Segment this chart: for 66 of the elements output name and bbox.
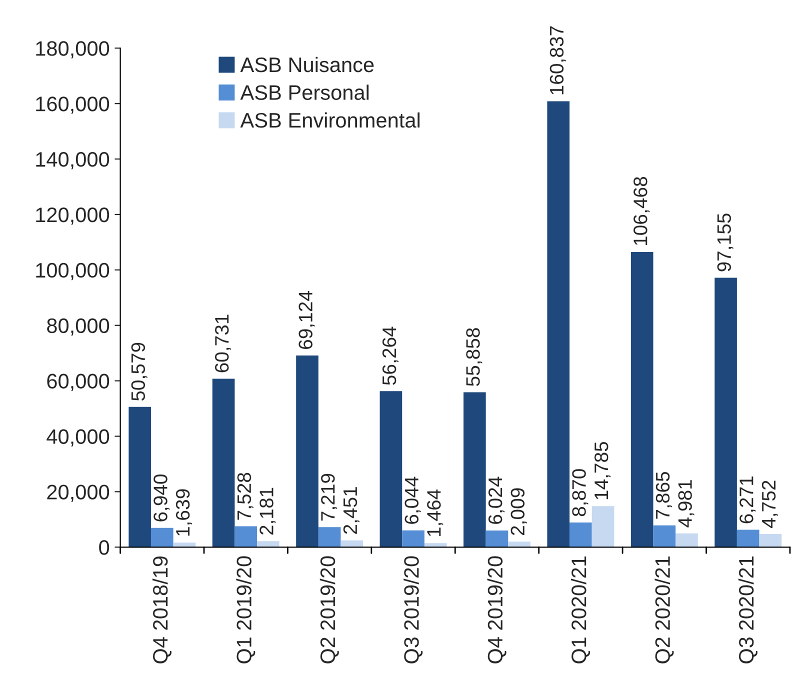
bar	[380, 391, 402, 548]
data-label: 160,837	[550, 26, 566, 94]
data-label: 8,870	[572, 469, 588, 516]
data-label: 2,451	[343, 487, 360, 534]
data-label: 7,528	[237, 472, 254, 520]
bar	[592, 506, 614, 548]
data-label: 2,009	[510, 488, 527, 536]
bar	[150, 528, 174, 548]
data-label: 4,981	[678, 480, 694, 528]
y-tick-label: 20,000	[47, 484, 110, 502]
y-tick-label: 120,000	[36, 207, 110, 225]
data-label: 14,785	[594, 442, 611, 500]
bar	[714, 278, 737, 548]
data-label: 1,464	[427, 489, 444, 536]
bar	[736, 530, 760, 548]
y-tick-label: 160,000	[36, 96, 110, 114]
legend-label: ASB Nuisance	[240, 56, 374, 72]
data-label: 56,264	[382, 326, 398, 385]
y-tick-label: 180,000	[36, 41, 110, 58]
y-tick-label: 80,000	[47, 318, 110, 336]
x-tick-label: Q1 2019/20	[236, 556, 256, 664]
data-label: 6,044	[404, 476, 421, 524]
legend-label: ASB Environmental	[240, 112, 420, 128]
x-tick-label: Q1 2020/21	[570, 556, 590, 664]
data-label: 6,271	[740, 476, 756, 524]
bar	[464, 392, 486, 548]
y-tick-label: 100,000	[36, 262, 110, 280]
data-label: 97,155	[717, 214, 734, 272]
bar	[296, 356, 318, 548]
bar	[570, 522, 592, 548]
bar	[759, 534, 782, 548]
bar	[318, 527, 341, 548]
bar	[257, 541, 280, 548]
data-label: 2,181	[260, 488, 276, 535]
y-tick-label: 140,000	[36, 152, 110, 170]
x-tick-label: Q2 2019/20	[320, 556, 339, 664]
bar	[547, 101, 570, 548]
data-label: 69,124	[298, 291, 315, 349]
data-label: 4,752	[762, 480, 778, 528]
x-tick-label: Q4 2018/19	[152, 556, 172, 664]
bar	[234, 526, 258, 548]
bar	[508, 542, 530, 548]
data-label: 55,858	[466, 328, 482, 386]
data-label: 1,639	[176, 489, 192, 536]
y-tick-label: 60,000	[47, 374, 110, 392]
legend-label: ASB Personal	[240, 84, 369, 100]
x-tick-label: Q3 2020/21	[738, 556, 758, 664]
y-tick-label: 40,000	[46, 429, 110, 446]
bar	[402, 530, 424, 548]
y-tick-label: 0	[99, 540, 110, 555]
data-label: 7,219	[321, 474, 338, 521]
x-tick-label: Q2 2020/21	[654, 556, 674, 664]
bar	[486, 530, 508, 548]
bar	[676, 533, 698, 548]
bar	[653, 525, 676, 548]
data-label: 60,731	[214, 314, 232, 372]
bar	[630, 252, 654, 548]
data-label: 6,024	[488, 476, 505, 524]
data-label: 106,468	[634, 176, 650, 245]
x-tick-label: Q4 2019/20	[487, 556, 506, 664]
data-label: 6,940	[154, 474, 170, 522]
data-label: 7,865	[656, 472, 672, 519]
bar	[128, 406, 151, 548]
bar	[212, 378, 235, 548]
data-label: 50,579	[131, 342, 148, 401]
x-tick-label: Q3 2019/20	[404, 556, 423, 664]
